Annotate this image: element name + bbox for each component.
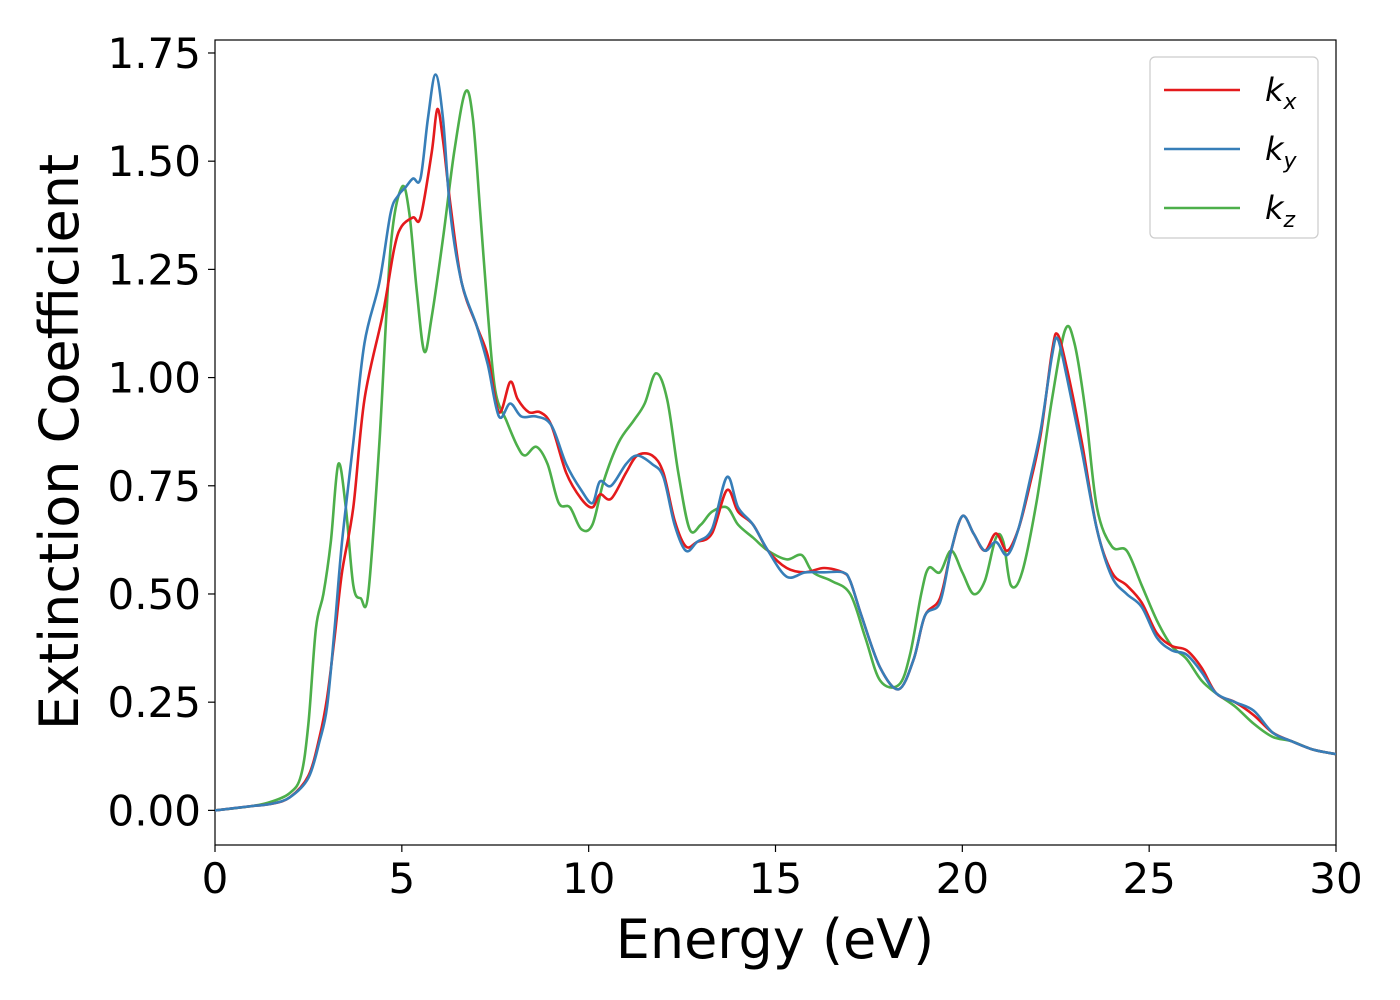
series-line-kz [215, 89, 1336, 812]
y-tick-label: 0.75 [107, 462, 201, 511]
legend-label-kz: kz [1265, 189, 1296, 233]
legend-label-kx: kx [1265, 71, 1298, 115]
x-tick-label: 10 [562, 854, 615, 903]
y-tick-label: 0.00 [107, 786, 201, 835]
x-tick-label: 20 [936, 854, 989, 903]
legend-label-main: k [1265, 71, 1285, 109]
y-tick-label: 1.50 [107, 137, 201, 186]
x-axis-ticks: 0 5 10 15 20 25 30 [202, 845, 1363, 903]
y-tick-label: 1.25 [107, 245, 201, 294]
y-tick-label: 0.50 [107, 570, 201, 619]
legend-label-subscript: x [1283, 90, 1298, 115]
x-tick-label: 5 [388, 854, 415, 903]
y-tick-label: 0.25 [107, 678, 201, 727]
legend-label-subscript: y [1283, 149, 1298, 174]
series-lines [215, 73, 1336, 812]
y-tick-label: 1.00 [107, 354, 201, 403]
legend-label-subscript: z [1283, 208, 1296, 233]
legend-label-main: k [1265, 130, 1285, 168]
legend-label-main: k [1265, 189, 1285, 227]
x-tick-label: 15 [749, 854, 802, 903]
legend-box [1149, 56, 1319, 239]
y-tick-label: 1.75 [107, 29, 201, 78]
x-tick-label: 25 [1122, 854, 1175, 903]
y-axis-ticks: 0.00 0.25 0.50 0.75 1.00 1.25 1.50 1.75 [107, 29, 215, 835]
series-line-ky [215, 73, 1336, 812]
legend-label-ky: ky [1265, 130, 1298, 174]
x-axis-title: Energy (eV) [616, 908, 935, 971]
x-tick-label: 30 [1309, 854, 1362, 903]
x-tick-label: 0 [202, 854, 229, 903]
y-axis-title: Extinction Coefficient [28, 154, 91, 730]
